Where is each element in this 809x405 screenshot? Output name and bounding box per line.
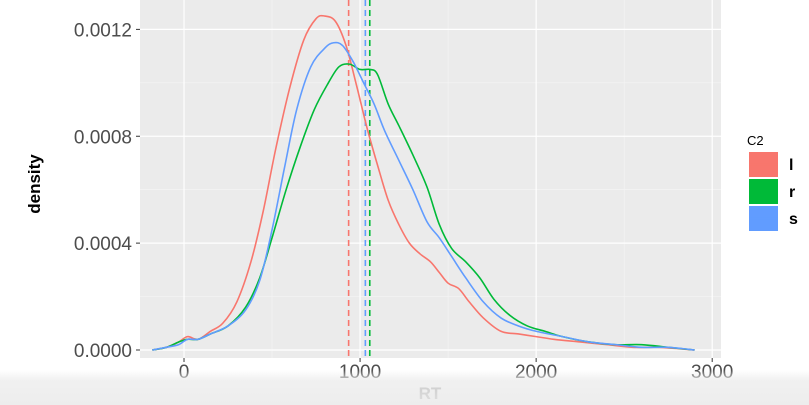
grid-lines	[140, 0, 721, 358]
legend: C2 lrs	[747, 133, 798, 231]
y-tick-label: 0.0008	[74, 127, 132, 148]
y-tick-label: 0.0000	[74, 341, 132, 362]
y-axis-title: density	[25, 154, 44, 214]
series-lines	[152, 14, 695, 351]
density-curve-s	[152, 41, 695, 351]
y-tick-label: 0.0012	[74, 20, 132, 41]
density-curve-l	[152, 14, 695, 351]
legend-label-r: r	[789, 184, 795, 201]
legend-label-s: s	[789, 211, 798, 228]
legend-label-l: l	[789, 157, 793, 174]
plot-panel	[140, 0, 721, 358]
bottom-fade-overlay	[0, 370, 809, 405]
y-tick-label: 0.0004	[74, 234, 133, 255]
legend-title: C2	[747, 133, 764, 148]
